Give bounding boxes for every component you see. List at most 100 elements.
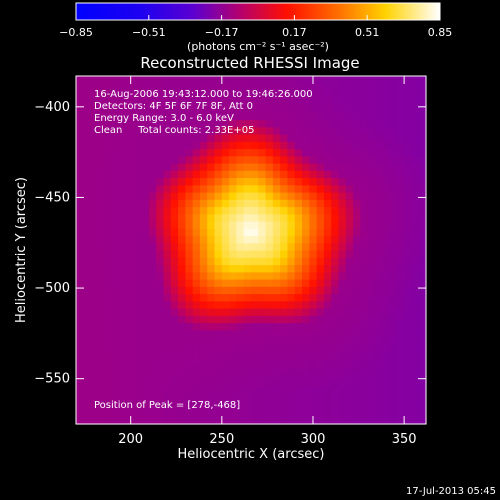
heatmap-cell [411,373,420,382]
heatmap-cell [374,409,383,418]
heatmap-cell [178,300,186,309]
heatmap-cell [221,387,230,396]
heatmap-cell [97,271,106,280]
heatmap-cell [316,358,325,367]
heatmap-cell [360,380,369,389]
heatmap-cell [192,286,201,295]
heatmap-cell [229,358,238,367]
heatmap-cell [382,119,391,128]
heatmap-cell [418,315,427,324]
heatmap-cell [192,184,201,193]
heatmap-cell [170,155,179,164]
heatmap-cell [251,155,259,164]
heatmap-cell [382,286,391,295]
heatmap-cell [83,141,92,150]
heatmap-cell [331,235,340,244]
heatmap-cell [374,279,383,287]
heatmap-cell [134,134,143,142]
x-tick-label: 300 [301,432,326,447]
heatmap-cell [83,387,92,396]
heatmap-cell [170,300,179,309]
heatmap-cell [141,380,150,389]
heatmap-cell [90,206,99,215]
heatmap-cell [294,76,303,84]
heatmap-cell [360,228,369,237]
heatmap-cell [331,199,340,208]
heatmap-cell [214,126,223,135]
heatmap-cell [214,141,223,150]
heatmap-cell [345,112,354,121]
heatmap-cell [251,250,259,258]
heatmap-cell [272,271,281,280]
heatmap-cell [309,141,318,150]
heatmap-cell [156,112,165,121]
heatmap-cell [105,112,114,121]
heatmap-cell [221,184,230,193]
heatmap-cell [207,271,216,280]
heatmap-cell [382,322,391,331]
heatmap-cell [360,199,369,208]
heatmap-cell [199,257,208,266]
heatmap-cell [127,351,135,360]
heatmap-cell [112,279,121,287]
heatmap-cell [345,148,354,157]
heatmap-cell [382,409,391,418]
heatmap-cell [360,177,369,186]
heatmap-cell [338,366,347,374]
y-axis-ticks [76,106,426,380]
heatmap-cell [338,329,347,338]
heatmap-cell [258,293,267,302]
heatmap-cell [389,155,398,164]
heatmap-cell [287,300,296,309]
heatmap-cell [90,199,99,208]
heatmap-cell [309,97,318,106]
heatmap-cell [382,264,391,273]
heatmap-cell [280,264,289,273]
heatmap-cell [90,90,99,99]
heatmap-cell [105,97,114,106]
heatmap-cell [170,264,179,273]
heatmap-cell [418,380,427,389]
heatmap-cell [258,221,267,229]
heatmap-cell [367,271,376,280]
heatmap-cell [294,279,303,287]
heatmap-cell [112,416,121,425]
heatmap-cell [272,76,281,84]
heatmap-cell [280,221,289,229]
heatmap-cell [236,366,245,374]
heatmap-cell [251,97,259,106]
heatmap-cell [199,141,208,150]
heatmap-cell [374,213,383,222]
heatmap-cell [83,395,92,403]
heatmap-cell [243,366,252,374]
x-axis-label: Heliocentric X (arcsec) [178,447,325,462]
heatmap-cell [185,308,194,316]
heatmap-cell [316,105,325,113]
heatmap-cell [236,264,245,273]
heatmap-cell [105,315,114,324]
heatmap-cell [367,387,376,396]
heatmap-cell [134,358,143,367]
heatmap-cell [272,351,281,360]
heatmap-cell [411,163,420,171]
heatmap-cell [199,242,208,251]
heatmap-cell [287,279,296,287]
heatmap-cell [294,119,303,128]
heatmap-cell [309,155,318,164]
heatmap-cell [367,213,376,222]
heatmap-cell [302,97,310,106]
heatmap-cell [418,112,427,121]
heatmap-cell [389,308,398,316]
heatmap-cell [214,286,223,295]
heatmap-cell [163,83,172,92]
heatmap-cell [316,250,325,258]
heatmap-cell [418,358,427,367]
heatmap-cell [280,315,289,324]
heatmap-cell [251,192,259,200]
heatmap-cell [76,126,84,135]
heatmap-cell [97,170,106,179]
heatmap-cell [418,134,427,142]
heatmap-cell [156,134,165,142]
heatmap-cell [105,366,114,374]
heatmap-cell [272,242,281,251]
